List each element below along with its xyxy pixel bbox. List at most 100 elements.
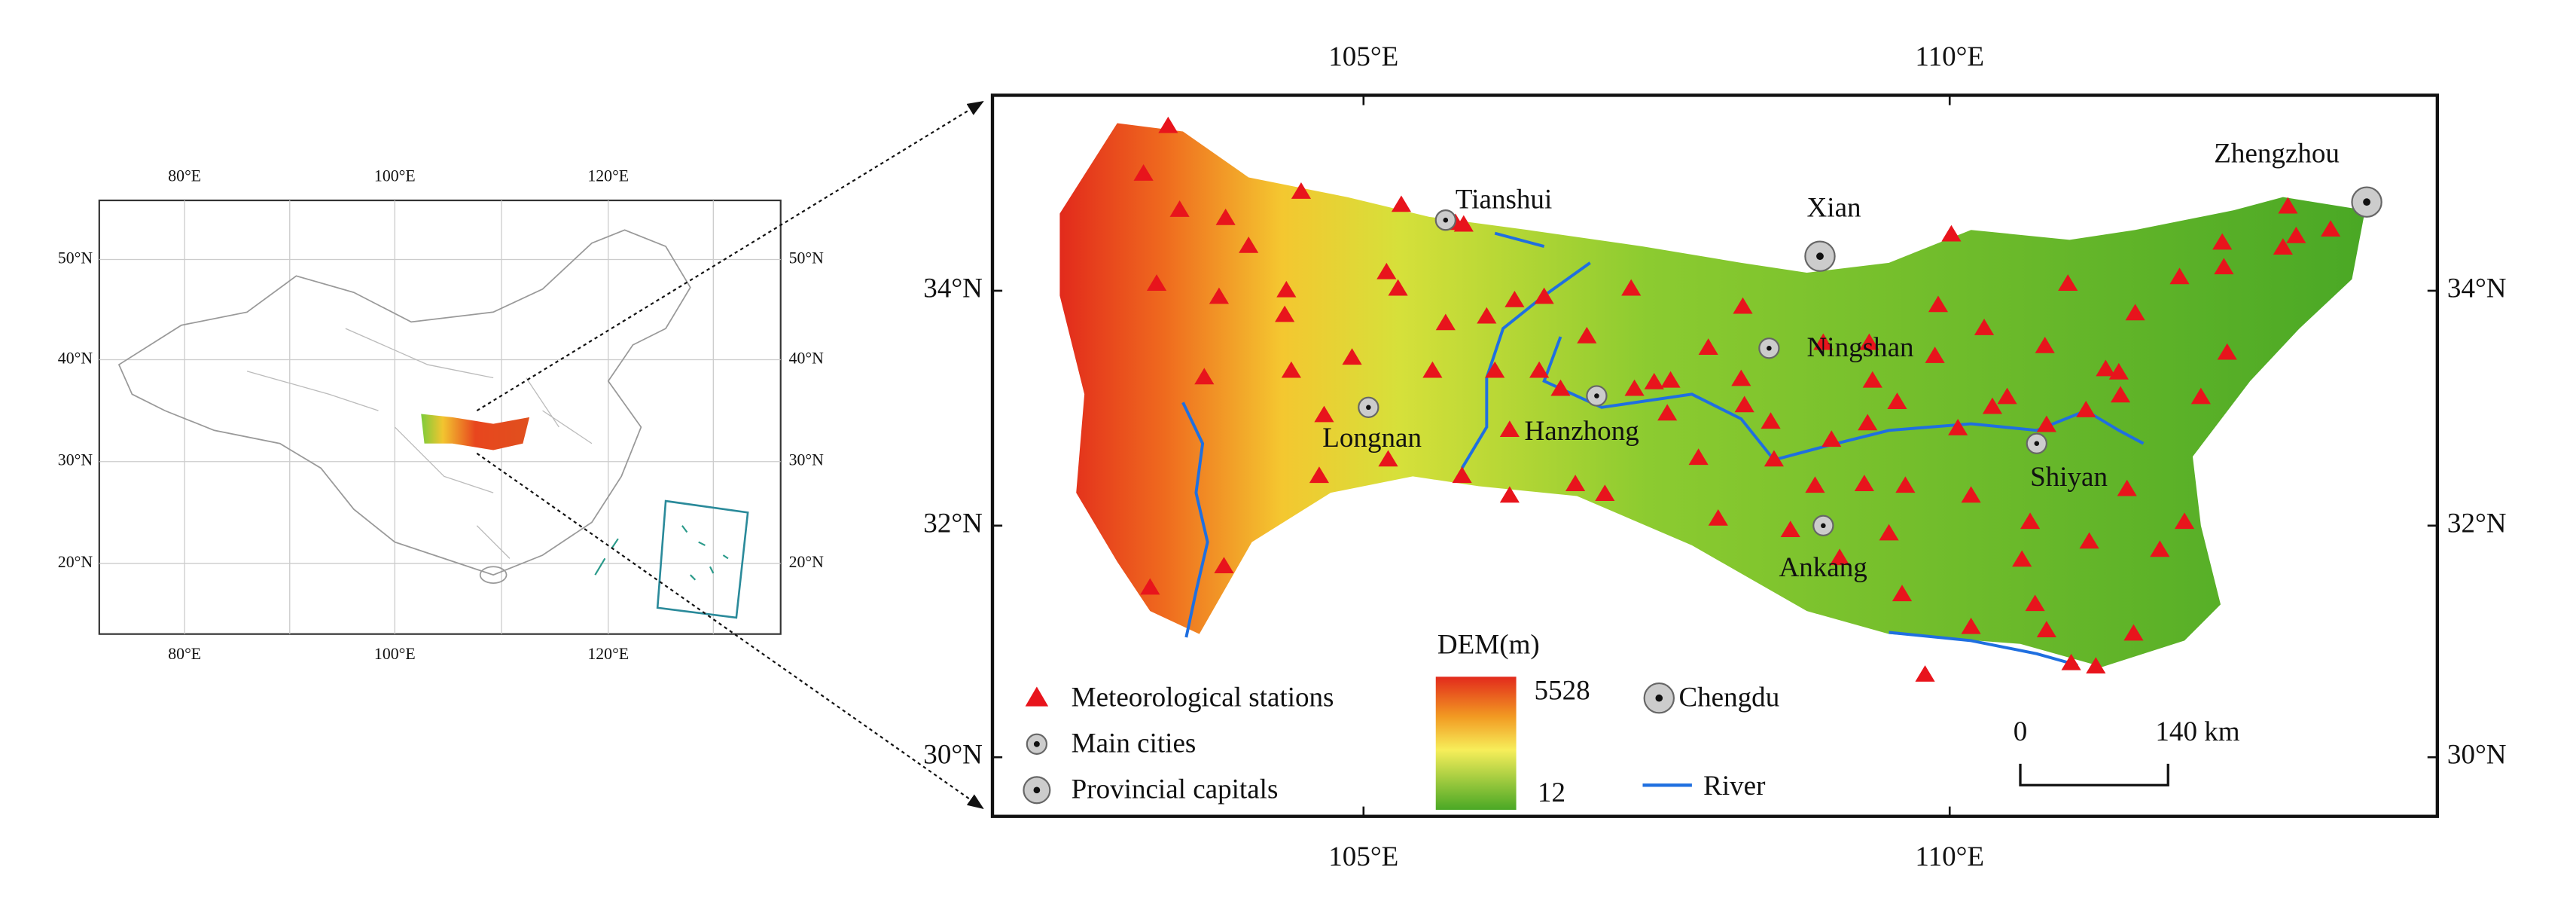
station xyxy=(1854,475,1874,491)
station xyxy=(1698,338,1718,355)
zoom-arrow xyxy=(476,452,984,810)
station xyxy=(1529,361,1550,378)
station xyxy=(2273,238,2293,255)
station xyxy=(2212,233,2233,250)
station xyxy=(1688,448,1709,466)
station xyxy=(1961,486,1981,503)
provincial-capital-dot xyxy=(1816,252,1824,261)
city-label: Ankang xyxy=(1779,552,1867,583)
station xyxy=(2117,479,2137,496)
dem-max-label: 5528 xyxy=(1535,676,1590,707)
station xyxy=(1892,585,1913,602)
stations xyxy=(1133,116,2341,682)
station xyxy=(2035,337,2055,353)
station xyxy=(2190,387,2211,405)
inset-lat-label: 20°N xyxy=(789,553,825,571)
china-outline xyxy=(117,229,691,576)
station xyxy=(1194,368,1215,385)
city-label: Longnan xyxy=(1322,423,1422,453)
station xyxy=(1314,405,1334,423)
legend-river-label: River xyxy=(1703,771,1766,802)
station xyxy=(1941,224,1962,242)
station xyxy=(1895,476,1916,493)
inset-lon-label: 120°E xyxy=(587,166,629,185)
legend-label: Provincial capitals xyxy=(1072,774,1279,805)
legend-capital-dot xyxy=(1033,786,1041,794)
lat-label: 34°N xyxy=(2447,273,2507,304)
dem-title: DEM(m) xyxy=(1437,630,1540,661)
station xyxy=(1291,182,1312,199)
city-label: Hanzhong xyxy=(1524,416,1639,447)
lon-label: 105°E xyxy=(1328,41,1398,72)
scale-bar xyxy=(2019,763,2169,786)
station xyxy=(1504,290,1525,307)
study-area-inset xyxy=(421,414,530,450)
hainan xyxy=(479,566,508,584)
main-map: 105°E 105°E 110°E 110°E 34°N 34°N 32°N 32°N 30°N… xyxy=(923,41,2506,872)
station xyxy=(2086,657,2106,674)
station xyxy=(1276,280,1297,298)
station xyxy=(1275,305,1295,322)
station xyxy=(2123,624,2144,641)
province-borders xyxy=(246,328,593,559)
station xyxy=(2012,550,2032,567)
inset-lon-label: 120°E xyxy=(587,645,629,663)
legend-label: Meteorological stations xyxy=(1072,682,1334,713)
station xyxy=(1378,450,1398,467)
station xyxy=(2079,532,2099,549)
station xyxy=(1879,524,1899,541)
station xyxy=(2217,343,2237,360)
dem-colorbar xyxy=(1435,676,1517,810)
station xyxy=(2150,540,2170,557)
inset-lat-label: 20°N xyxy=(58,553,93,571)
station xyxy=(1961,617,1981,634)
station xyxy=(2214,258,2234,275)
main-city-dot xyxy=(2034,441,2040,447)
zoom-arrow xyxy=(476,101,984,412)
station xyxy=(1453,215,1474,232)
lat-label: 32°N xyxy=(2447,508,2507,539)
station xyxy=(1928,295,1949,313)
lat-label: 34°N xyxy=(923,273,983,304)
station xyxy=(1595,484,1615,502)
station xyxy=(2286,226,2306,243)
station xyxy=(1624,379,1645,396)
legend-city-dot xyxy=(1033,741,1040,747)
station xyxy=(1731,369,1751,386)
station xyxy=(1974,319,1995,335)
legend-capital-label: Chengdu xyxy=(1678,682,1779,713)
station xyxy=(1452,466,1472,484)
station xyxy=(2321,220,2341,237)
station xyxy=(1565,475,1586,491)
station xyxy=(2169,267,2190,285)
lon-label: 110°E xyxy=(1915,841,1984,872)
station xyxy=(1887,392,1907,409)
scale-label: 140 km xyxy=(2155,716,2239,747)
station xyxy=(1209,287,1230,304)
inset-lat-label: 40°N xyxy=(58,350,93,368)
station xyxy=(1388,279,1408,296)
main-city-dot xyxy=(1594,393,1599,399)
station xyxy=(1477,307,1497,324)
station xyxy=(1708,508,1728,526)
station xyxy=(1309,466,1330,484)
station xyxy=(1657,404,1678,421)
station xyxy=(1376,262,1397,279)
station xyxy=(1391,195,1412,212)
tick-marks xyxy=(992,95,2437,817)
station xyxy=(1485,361,1505,378)
dem-min-label: 12 xyxy=(1538,777,1565,808)
main-city-dot xyxy=(1366,405,1371,411)
station xyxy=(2036,415,2056,432)
station xyxy=(2061,653,2081,670)
main-city-dot xyxy=(1767,345,1772,351)
main-city-dot xyxy=(1821,523,1826,529)
inset-lat-label: 30°N xyxy=(789,451,825,469)
station xyxy=(2036,621,2056,638)
station xyxy=(1534,287,1554,304)
station xyxy=(1915,665,1935,682)
inset-lat-label: 50°N xyxy=(58,249,93,267)
station xyxy=(1158,116,1178,133)
lon-label: 110°E xyxy=(1915,41,1984,72)
